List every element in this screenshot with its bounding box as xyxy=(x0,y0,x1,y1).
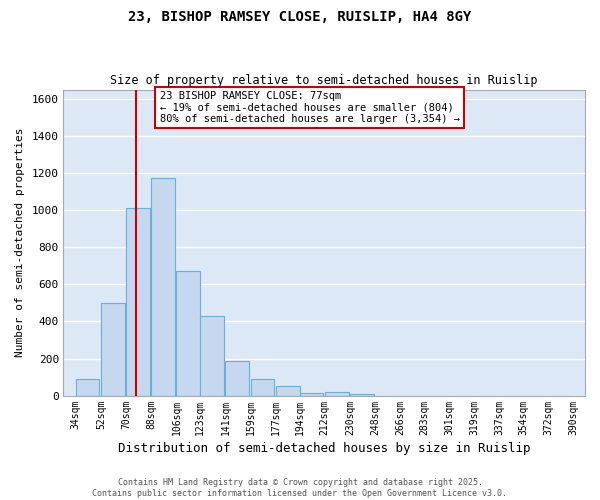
Bar xyxy=(126,208,150,396)
Bar xyxy=(325,392,349,396)
Bar xyxy=(76,380,100,396)
Bar xyxy=(200,316,224,396)
Bar xyxy=(151,178,175,396)
Y-axis label: Number of semi-detached properties: Number of semi-detached properties xyxy=(15,128,25,358)
Text: Contains HM Land Registry data © Crown copyright and database right 2025.
Contai: Contains HM Land Registry data © Crown c… xyxy=(92,478,508,498)
Bar xyxy=(101,303,125,396)
Title: Size of property relative to semi-detached houses in Ruislip: Size of property relative to semi-detach… xyxy=(110,74,538,87)
Bar xyxy=(276,386,299,396)
Bar xyxy=(299,393,323,396)
X-axis label: Distribution of semi-detached houses by size in Ruislip: Distribution of semi-detached houses by … xyxy=(118,442,530,455)
Bar xyxy=(251,379,274,396)
Text: 23 BISHOP RAMSEY CLOSE: 77sqm
← 19% of semi-detached houses are smaller (804)
80: 23 BISHOP RAMSEY CLOSE: 77sqm ← 19% of s… xyxy=(160,91,460,124)
Bar xyxy=(176,272,200,396)
Bar xyxy=(226,362,249,396)
Bar xyxy=(350,394,374,396)
Text: 23, BISHOP RAMSEY CLOSE, RUISLIP, HA4 8GY: 23, BISHOP RAMSEY CLOSE, RUISLIP, HA4 8G… xyxy=(128,10,472,24)
